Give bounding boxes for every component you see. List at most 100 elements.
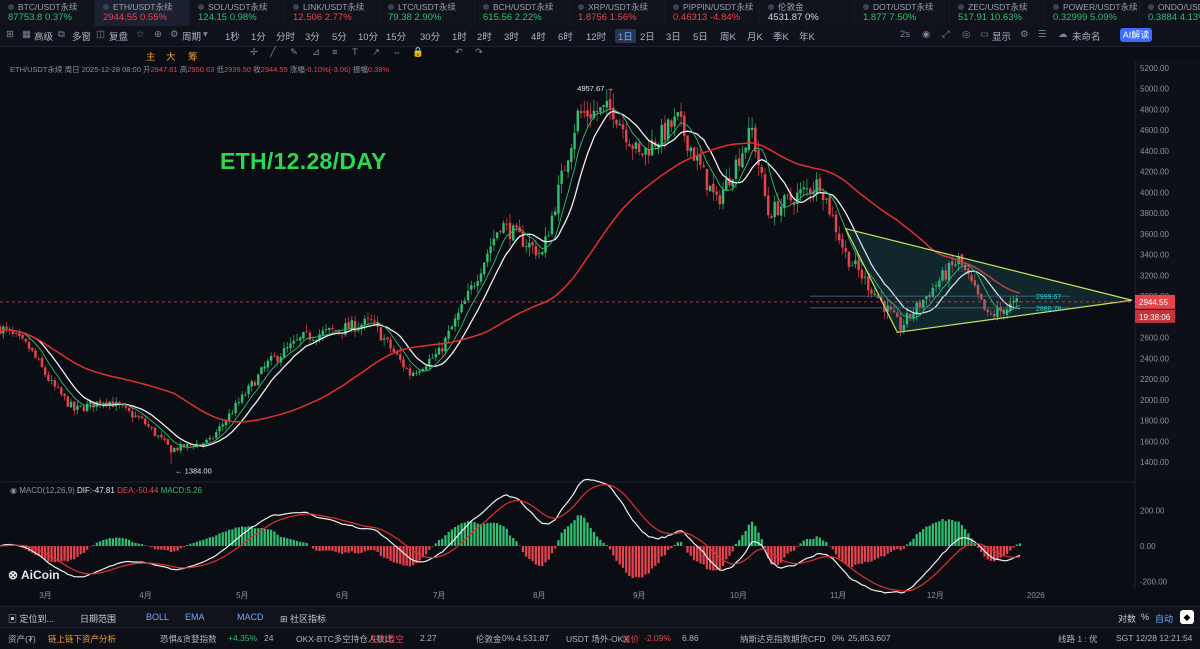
candle-body xyxy=(451,327,453,330)
display-button[interactable]: 显示 xyxy=(992,29,1011,43)
candle-body xyxy=(544,236,546,252)
macd-histogram-bar xyxy=(774,546,776,564)
candle-body xyxy=(957,256,959,264)
unnamed-layout[interactable]: 未命名 xyxy=(1072,29,1101,43)
interval-6[interactable]: 15分 xyxy=(386,29,406,43)
arrow-icon[interactable]: ↗ xyxy=(372,47,380,58)
mark-chip[interactable]: 筹 xyxy=(188,49,198,63)
camera-icon[interactable]: ◉ xyxy=(922,29,930,40)
text-icon[interactable]: T xyxy=(352,47,358,58)
multi-window-button[interactable]: 多窗 xyxy=(72,29,91,43)
date-range-button[interactable]: 日期范围 xyxy=(80,612,116,625)
line-tool-icon[interactable]: ╱ xyxy=(270,47,276,58)
advanced-button[interactable]: 高级 xyxy=(34,29,53,43)
star-icon[interactable]: ☆ xyxy=(136,29,145,40)
interval-16[interactable]: 3日 xyxy=(666,29,681,43)
ruler-icon[interactable]: ⊿ xyxy=(312,47,320,58)
interval-10[interactable]: 3时 xyxy=(504,29,519,43)
interval-2[interactable]: 分时 xyxy=(276,29,295,43)
macd-histogram-bar xyxy=(690,546,692,556)
grid-icon[interactable]: ▦ xyxy=(22,29,31,40)
locate-button[interactable]: ▣ 定位到... xyxy=(8,612,54,625)
ema-tab[interactable]: EMA xyxy=(185,612,205,622)
interval-21[interactable]: 年K xyxy=(799,29,815,43)
interval-5[interactable]: 10分 xyxy=(358,29,378,43)
interval-3[interactable]: 3分 xyxy=(305,29,320,43)
mark-main[interactable]: 主 xyxy=(146,49,156,63)
period-button[interactable]: 周期 xyxy=(182,29,201,43)
ticker-price-value: 0.46313 xyxy=(673,12,710,23)
macd-histogram-bar xyxy=(341,546,343,554)
layout-icon[interactable]: ⊞ xyxy=(6,29,14,40)
fib-icon[interactable]: ≡ xyxy=(332,47,338,58)
app-icon[interactable]: ◆ xyxy=(1180,610,1194,624)
candle-body xyxy=(176,448,178,450)
interval-0[interactable]: 1秒 xyxy=(225,29,240,43)
macd-histogram-bar xyxy=(244,527,246,546)
macd-tab[interactable]: MACD xyxy=(237,612,264,622)
macd-histogram-bar xyxy=(60,546,62,561)
ai-interpret-button[interactable]: AI解读 xyxy=(1120,28,1152,42)
lock-icon[interactable]: 🔒 xyxy=(412,47,424,58)
pencil-icon[interactable]: ✎ xyxy=(290,47,298,58)
review-icon: ◫ xyxy=(96,29,105,40)
interval-15[interactable]: 2日 xyxy=(640,29,655,43)
candle-body xyxy=(25,339,27,342)
interval-14[interactable]: 1日 xyxy=(615,29,636,43)
crosshair-icon[interactable]: ✛ xyxy=(250,47,258,58)
triangle-shape[interactable] xyxy=(846,229,1132,333)
interval-12[interactable]: 6时 xyxy=(558,29,573,43)
macd-histogram-bar xyxy=(202,540,204,546)
settings-icon[interactable]: ⚙ xyxy=(170,29,179,40)
macd-histogram-bar xyxy=(938,521,940,546)
speed-label[interactable]: 2s xyxy=(900,29,910,40)
interval-9[interactable]: 2时 xyxy=(477,29,492,43)
layout-list-icon[interactable]: ☰ xyxy=(1038,29,1047,40)
interval-19[interactable]: 月K xyxy=(747,29,763,43)
macd-histogram-bar xyxy=(21,546,23,548)
interval-13[interactable]: 12时 xyxy=(586,29,606,43)
interval-18[interactable]: 周K xyxy=(720,29,736,43)
review-button[interactable]: 复盘 xyxy=(109,29,128,43)
dif-value: -47.81 xyxy=(92,486,115,495)
interval-8[interactable]: 1时 xyxy=(452,29,467,43)
interval-4[interactable]: 5分 xyxy=(332,29,347,43)
fullscreen-icon[interactable]: ⤢ xyxy=(942,29,950,40)
ticker-price-value: 79.38 xyxy=(388,12,414,23)
status-item[interactable]: 链上链下资产分析 xyxy=(48,633,116,645)
macd-histogram-bar xyxy=(25,546,27,549)
eye-icon[interactable]: ◎ xyxy=(962,29,970,40)
interval-7[interactable]: 30分 xyxy=(420,29,440,43)
interval-11[interactable]: 4时 xyxy=(531,29,546,43)
log-scale-toggle[interactable]: 对数 xyxy=(1118,612,1136,625)
undo-icon[interactable]: ↶ xyxy=(455,47,463,58)
compare-icon[interactable]: ⊕ xyxy=(154,29,162,40)
measure-icon[interactable]: ⇔ xyxy=(392,47,402,58)
interval-17[interactable]: 5日 xyxy=(693,29,708,43)
mark-big[interactable]: 大 xyxy=(166,49,176,63)
gear-icon[interactable]: ⚙ xyxy=(1020,29,1029,40)
interval-20[interactable]: 季K xyxy=(773,29,789,43)
redo-icon[interactable]: ↷ xyxy=(475,47,483,58)
interval-1[interactable]: 1分 xyxy=(251,29,266,43)
auto-scale-toggle[interactable]: 自动 xyxy=(1155,612,1173,625)
community-indicators-button[interactable]: ⊞ 社区指标 xyxy=(280,612,326,625)
boll-tab[interactable]: BOLL xyxy=(146,612,169,622)
candle-body xyxy=(141,417,143,419)
percent-scale-toggle[interactable]: % xyxy=(1141,612,1149,622)
eye-icon[interactable]: ◉ xyxy=(10,486,17,495)
